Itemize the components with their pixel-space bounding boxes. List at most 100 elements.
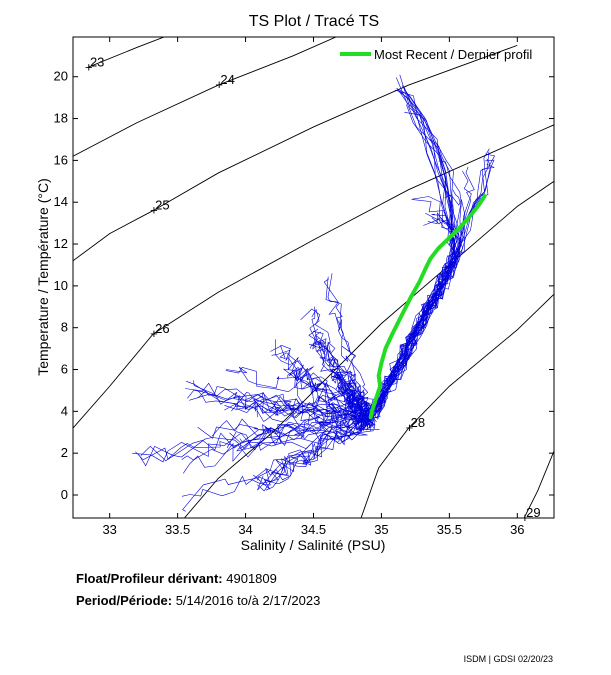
density-contour-26 bbox=[73, 124, 554, 429]
density-contour-label: 29 bbox=[526, 505, 540, 520]
historical-profile-line bbox=[211, 413, 370, 437]
historical-profile-line bbox=[308, 328, 376, 420]
x-axis-label: Salinity / Salinité (PSU) bbox=[241, 537, 386, 553]
float-label: Float/Profileur dérivant: bbox=[76, 571, 223, 586]
historical-profile-line bbox=[253, 414, 376, 490]
historical-profile-line bbox=[140, 413, 369, 462]
historical-profile-line bbox=[376, 88, 460, 408]
historical-profile-line bbox=[231, 392, 371, 430]
y-tick-label: 4 bbox=[61, 403, 68, 418]
x-tick-label: 35.5 bbox=[437, 522, 462, 537]
historical-profile-line bbox=[287, 366, 377, 417]
historical-profile-line bbox=[376, 74, 454, 419]
historical-profile-line bbox=[368, 189, 462, 410]
most-recent-profile-point bbox=[370, 409, 374, 414]
density-contours bbox=[73, 37, 554, 518]
most-recent-profile-point bbox=[383, 346, 388, 351]
historical-profile-line bbox=[373, 85, 457, 412]
density-contour-25 bbox=[73, 44, 518, 262]
historical-profile-line bbox=[187, 389, 377, 418]
period-to: to/à bbox=[237, 593, 259, 608]
most-recent-profile-point bbox=[428, 256, 433, 261]
y-tick-label: 14 bbox=[54, 194, 68, 209]
y-tick-label: 0 bbox=[61, 487, 68, 502]
density-contour-29 bbox=[523, 450, 554, 518]
most-recent-profile-point bbox=[458, 225, 463, 230]
legend: Most Recent / Dernier profil bbox=[340, 47, 532, 62]
historical-profile-line bbox=[371, 170, 472, 412]
historical-profile-line bbox=[288, 367, 377, 412]
historical-profile-line bbox=[374, 86, 460, 415]
density-contour-mark: + bbox=[150, 326, 158, 341]
historical-profile-line bbox=[181, 429, 367, 497]
x-tick-label: 33.5 bbox=[165, 522, 190, 537]
most-recent-profile-point bbox=[424, 265, 429, 269]
historical-profile-line bbox=[239, 408, 376, 443]
historical-profile-line bbox=[380, 138, 459, 413]
historical-profile-line bbox=[325, 276, 363, 424]
y-tick-label: 10 bbox=[54, 278, 68, 293]
float-id: 4901809 bbox=[226, 571, 277, 586]
most-recent-profile-point bbox=[409, 294, 414, 299]
density-contour-mark: + bbox=[215, 77, 223, 92]
density-contour-label: 28 bbox=[411, 415, 425, 430]
historical-profile-line bbox=[370, 212, 454, 408]
historical-profile-line bbox=[257, 419, 376, 492]
chart-title: TS Plot / Tracé TS bbox=[249, 13, 379, 30]
historical-profile-line bbox=[189, 388, 377, 418]
density-contour-labels: +23+24+25+26+28+29 bbox=[85, 54, 541, 525]
most-recent-profile bbox=[368, 194, 487, 420]
x-tick-label: 34.5 bbox=[301, 522, 326, 537]
most-recent-profile-point bbox=[374, 397, 378, 401]
footer-credit: ISDM | GDSI 02/20/23 bbox=[463, 654, 553, 664]
historical-profile-line bbox=[198, 391, 373, 421]
most-recent-profile-point bbox=[477, 202, 482, 207]
period-start: 5/14/2016 bbox=[175, 593, 234, 608]
most-recent-profile-point bbox=[378, 384, 382, 389]
y-axis-label: Temperature / Température (°C) bbox=[35, 178, 51, 376]
historical-profile-line bbox=[370, 159, 495, 407]
density-contour-24 bbox=[73, 37, 338, 157]
historical-profile-line bbox=[373, 212, 457, 416]
historical-profile-line bbox=[371, 90, 457, 414]
x-tick-label: 33 bbox=[102, 522, 116, 537]
y-tick-label: 2 bbox=[61, 445, 68, 460]
most-recent-profile-point bbox=[376, 374, 381, 378]
y-tick-label: 12 bbox=[54, 236, 68, 251]
most-recent-profile-point bbox=[436, 246, 441, 250]
most-recent-profile-point bbox=[417, 279, 422, 284]
legend-label: Most Recent / Dernier profil bbox=[374, 47, 532, 62]
historical-profile-line bbox=[376, 112, 460, 410]
historical-profile-line bbox=[368, 77, 453, 418]
float-info: Float/Profileur dérivant: 4901809 bbox=[76, 571, 277, 586]
historical-profile-line bbox=[186, 381, 374, 426]
historical-profile-line bbox=[336, 376, 373, 421]
historical-profile-line bbox=[265, 418, 366, 491]
historical-profile-line bbox=[197, 417, 369, 439]
y-tick-label: 8 bbox=[61, 320, 68, 335]
most-recent-profile-point bbox=[390, 332, 395, 336]
period-label: Period/Période: bbox=[76, 593, 173, 608]
most-recent-profile-point bbox=[400, 313, 404, 317]
y-tick-label: 6 bbox=[61, 362, 68, 377]
historical-profile-line bbox=[224, 397, 364, 423]
density-contour-label: 25 bbox=[155, 198, 169, 213]
historical-profiles bbox=[132, 74, 496, 512]
y-tick-label: 20 bbox=[54, 69, 68, 84]
period-info: Period/Période: 5/14/2016 to/à 2/17/2023 bbox=[76, 593, 320, 608]
historical-profile-line bbox=[185, 382, 369, 428]
historical-profile-line bbox=[224, 398, 374, 420]
density-contour-label: 23 bbox=[90, 54, 104, 69]
x-tick-label: 35 bbox=[374, 522, 388, 537]
density-contour-28 bbox=[360, 293, 554, 518]
historical-profile-line bbox=[309, 308, 379, 419]
most-recent-profile-point bbox=[368, 415, 373, 420]
density-contour-27 bbox=[184, 180, 554, 518]
historical-profile-line bbox=[236, 395, 372, 424]
density-contour-mark: + bbox=[85, 59, 93, 74]
density-contour-mark: + bbox=[150, 203, 158, 218]
historical-profile-line bbox=[138, 418, 364, 467]
x-tick-label: 36 bbox=[510, 522, 524, 537]
